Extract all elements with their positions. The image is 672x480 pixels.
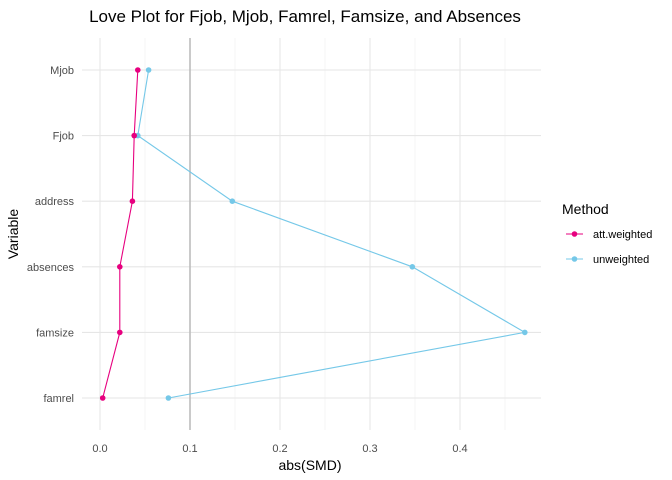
plot-panel: 0.0 0.1 0.2 0.3 0.4 Mjob Fjob address absences fa…	[27, 38, 541, 455]
data-point-unweighted	[165, 395, 172, 401]
legend-title: Method	[562, 201, 609, 217]
legend-key-point	[571, 256, 578, 262]
data-point-att.weighted	[131, 132, 137, 139]
y-tick-label: famrel	[43, 393, 74, 405]
data-point-unweighted	[145, 67, 152, 73]
y-tick-label: Fjob	[53, 131, 74, 143]
y-tick-label: famsize	[36, 327, 74, 339]
legend-label-att.weighted: att.weighted	[593, 229, 652, 241]
legend-label-unweighted: unweighted	[593, 254, 649, 266]
data-point-unweighted	[229, 198, 236, 204]
x-tick-label: 0.0	[92, 443, 107, 455]
data-point-att.weighted	[99, 395, 106, 401]
y-axis-title: Variable	[5, 209, 21, 260]
data-point-att.weighted	[129, 198, 136, 204]
x-tick-label: 0.2	[272, 443, 287, 455]
series-line-att.weighted	[102, 69, 139, 399]
y-tick-label: absences	[27, 262, 75, 274]
y-tick-label: address	[35, 196, 75, 208]
y-tick-label: Mjob	[50, 65, 74, 77]
data-point-att.weighted	[135, 67, 141, 73]
data-point-unweighted	[522, 329, 528, 336]
legend-key-point	[571, 231, 578, 237]
data-point-unweighted	[409, 264, 416, 270]
chart-title: Love Plot for Fjob, Mjob, Famrel, Famsiz…	[89, 7, 521, 26]
x-axis-title: abs(SMD)	[278, 457, 341, 473]
data-point-att.weighted	[117, 264, 123, 270]
series-line-unweighted	[137, 69, 527, 399]
legend: Method att.weighted unweighted	[562, 201, 652, 266]
data-point-att.weighted	[117, 329, 123, 336]
x-tick-label: 0.4	[452, 443, 467, 455]
x-tick-label: 0.3	[362, 443, 377, 455]
x-tick-label: 0.1	[182, 443, 197, 455]
